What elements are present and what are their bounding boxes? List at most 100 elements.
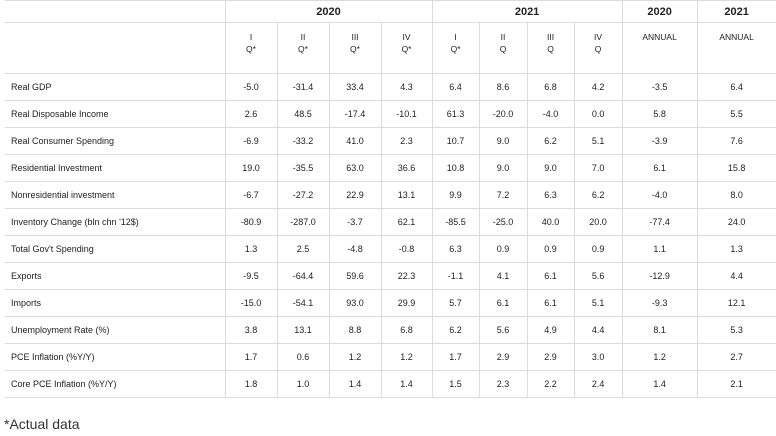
footnote: *Actual data [4, 416, 80, 432]
data-cell: 20.0 [573, 208, 623, 236]
column-header: I Q* [431, 22, 480, 74]
data-cell: -33.2 [276, 127, 330, 155]
data-cell: -9.5 [224, 262, 278, 290]
data-cell: 3.0 [573, 343, 623, 371]
data-cell: 2.5 [276, 235, 330, 263]
row-label: Nonresidential investment [5, 181, 226, 209]
column-numeral: II [500, 32, 506, 42]
data-cell: 4.3 [380, 73, 433, 101]
column-numeral: ANNUAL [642, 32, 677, 42]
data-cell: 0.6 [276, 343, 330, 371]
data-cell: 2.7 [696, 343, 776, 371]
forecast-table: 2020 2021 2020 2021 I Q* II Q* III Q* IV Q* I Q* II Q II… [5, 0, 776, 398]
data-cell: -4.8 [328, 235, 382, 263]
data-cell: 2.2 [526, 370, 575, 398]
data-cell: 48.5 [276, 100, 330, 128]
column-header: III Q [526, 22, 575, 74]
group-header: 2021 [431, 0, 623, 23]
data-cell: 62.1 [380, 208, 433, 236]
data-cell: -5.0 [224, 73, 278, 101]
data-cell: 6.1 [478, 289, 528, 317]
data-cell: 10.8 [431, 154, 480, 182]
row-label: Inventory Change (bln chn '12$) [5, 208, 226, 236]
data-cell: 5.1 [573, 289, 623, 317]
data-row: Unemployment Rate (%) 3.8 13.1 8.8 6.8 6.2 5.6… [5, 316, 776, 344]
data-cell: 7.6 [696, 127, 776, 155]
data-cell: 1.2 [380, 343, 433, 371]
data-row: Inventory Change (bln chn '12$) -80.9 -287… [5, 208, 776, 236]
data-cell: 1.3 [224, 235, 278, 263]
row-label: Residential Investment [5, 154, 226, 182]
data-cell: 5.8 [621, 100, 698, 128]
data-cell: -10.1 [380, 100, 433, 128]
data-cell: -15.0 [224, 289, 278, 317]
data-cell: 41.0 [328, 127, 382, 155]
group-header: 2020 [621, 0, 698, 23]
data-cell: 7.2 [478, 181, 528, 209]
row-label: Imports [5, 289, 226, 317]
data-cell: 6.1 [526, 262, 575, 290]
data-cell: 61.3 [431, 100, 480, 128]
data-cell: -4.0 [526, 100, 575, 128]
data-cell: 1.4 [621, 370, 698, 398]
data-cell: 4.4 [573, 316, 623, 344]
column-header: II Q [478, 22, 528, 74]
data-cell: 4.4 [696, 262, 776, 290]
data-row: Real Disposable Income 2.6 48.5 -17.4 -10.1 6… [5, 100, 776, 128]
column-unit: Q [547, 44, 554, 54]
data-cell: 1.2 [621, 343, 698, 371]
data-cell: 1.0 [276, 370, 330, 398]
data-cell: 9.0 [526, 154, 575, 182]
data-cell: 13.1 [380, 181, 433, 209]
table-head: 2020 2021 2020 2021 I Q* II Q* III Q* IV Q* I Q* II Q II… [5, 0, 776, 74]
data-cell: -17.4 [328, 100, 382, 128]
data-cell: 6.4 [431, 73, 480, 101]
data-cell: 1.2 [328, 343, 382, 371]
column-header: II Q* [276, 22, 330, 74]
data-row: Real GDP -5.0 -31.4 33.4 4.3 6.4 8.6 6.8 4.2 -3.5… [5, 73, 776, 101]
column-numeral: III [351, 32, 359, 42]
data-cell: 1.3 [696, 235, 776, 263]
data-cell: 2.9 [478, 343, 528, 371]
data-cell: 4.2 [573, 73, 623, 101]
column-numeral: III [547, 32, 555, 42]
table-body: Real GDP -5.0 -31.4 33.4 4.3 6.4 8.6 6.8 4.2 -3.5… [5, 73, 776, 398]
data-cell: 3.8 [224, 316, 278, 344]
data-cell: 2.9 [526, 343, 575, 371]
column-numeral: ANNUAL [719, 32, 754, 42]
data-cell: 6.3 [526, 181, 575, 209]
data-cell: 5.6 [573, 262, 623, 290]
data-cell: 1.1 [621, 235, 698, 263]
data-cell: 5.5 [696, 100, 776, 128]
data-cell: 8.6 [478, 73, 528, 101]
data-row: Nonresidential investment -6.7 -27.2 22.9 13… [5, 181, 776, 209]
data-row: Total Gov't Spending 1.3 2.5 -4.8 -0.8 6.3 0.9… [5, 235, 776, 263]
data-cell: 6.2 [526, 127, 575, 155]
data-cell: 59.6 [328, 262, 382, 290]
data-cell: 0.0 [573, 100, 623, 128]
column-header: ANNUAL [621, 22, 698, 74]
data-cell: 10.7 [431, 127, 480, 155]
corner-cell [5, 0, 226, 23]
data-cell: 0.9 [573, 235, 623, 263]
data-cell: -64.4 [276, 262, 330, 290]
data-cell: 1.5 [431, 370, 480, 398]
data-cell: -27.2 [276, 181, 330, 209]
column-header: I Q* [224, 22, 278, 74]
data-cell: -25.0 [478, 208, 528, 236]
column-unit: Q* [350, 44, 360, 54]
data-cell: 4.9 [526, 316, 575, 344]
data-cell: 8.8 [328, 316, 382, 344]
data-cell: 6.8 [380, 316, 433, 344]
data-cell: 5.6 [478, 316, 528, 344]
data-cell: 36.6 [380, 154, 433, 182]
data-cell: 63.0 [328, 154, 382, 182]
data-cell: 33.4 [328, 73, 382, 101]
data-row: Imports -15.0 -54.1 93.0 29.9 5.7 6.1 6.1 5.1 -9.… [5, 289, 776, 317]
data-cell: -9.3 [621, 289, 698, 317]
data-cell: 1.7 [431, 343, 480, 371]
column-numeral: I [454, 32, 457, 42]
data-cell: 0.9 [478, 235, 528, 263]
data-cell: 4.1 [478, 262, 528, 290]
data-cell: 7.0 [573, 154, 623, 182]
